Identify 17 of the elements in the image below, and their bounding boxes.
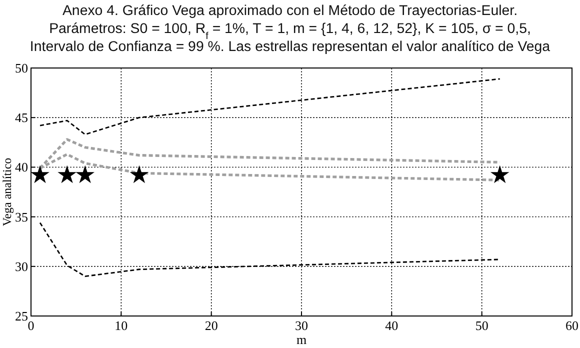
y-tick-label: 30 [15, 258, 28, 274]
x-tick-label: 30 [295, 318, 308, 333]
chart-subtitle: Parámetros: S0 = 100, R$_{f}$ = 1%, T = 1, m = {1, 4, 6, 12, 52}, K = 105, σ = 0,5, Intervalo de Confianza = 99 %. Las estrellas representan el valor analítico de Vega [30, 21, 550, 55]
x-tick-label: 60 [566, 318, 578, 333]
y-axis-title: Vega analítico [0, 158, 14, 226]
y-tick-label: 45 [15, 110, 28, 126]
x-axis-title: m [296, 332, 307, 347]
x-tick-label: 40 [385, 318, 398, 333]
x-tick-label: 10 [114, 318, 128, 333]
x-tick-label: 50 [475, 318, 488, 333]
y-tick-label: 25 [15, 308, 28, 324]
x-tick-label: 0 [28, 318, 34, 333]
y-tick-label: 40 [15, 160, 28, 175]
y-tick-label: 50 [15, 60, 28, 76]
y-tick-label: 35 [15, 209, 28, 224]
x-tick-label: 20 [204, 318, 218, 333]
chart-title: Anexo 4. Gráfico Vega aproximado con el Método de Trayectorias-Euler. [62, 3, 518, 19]
